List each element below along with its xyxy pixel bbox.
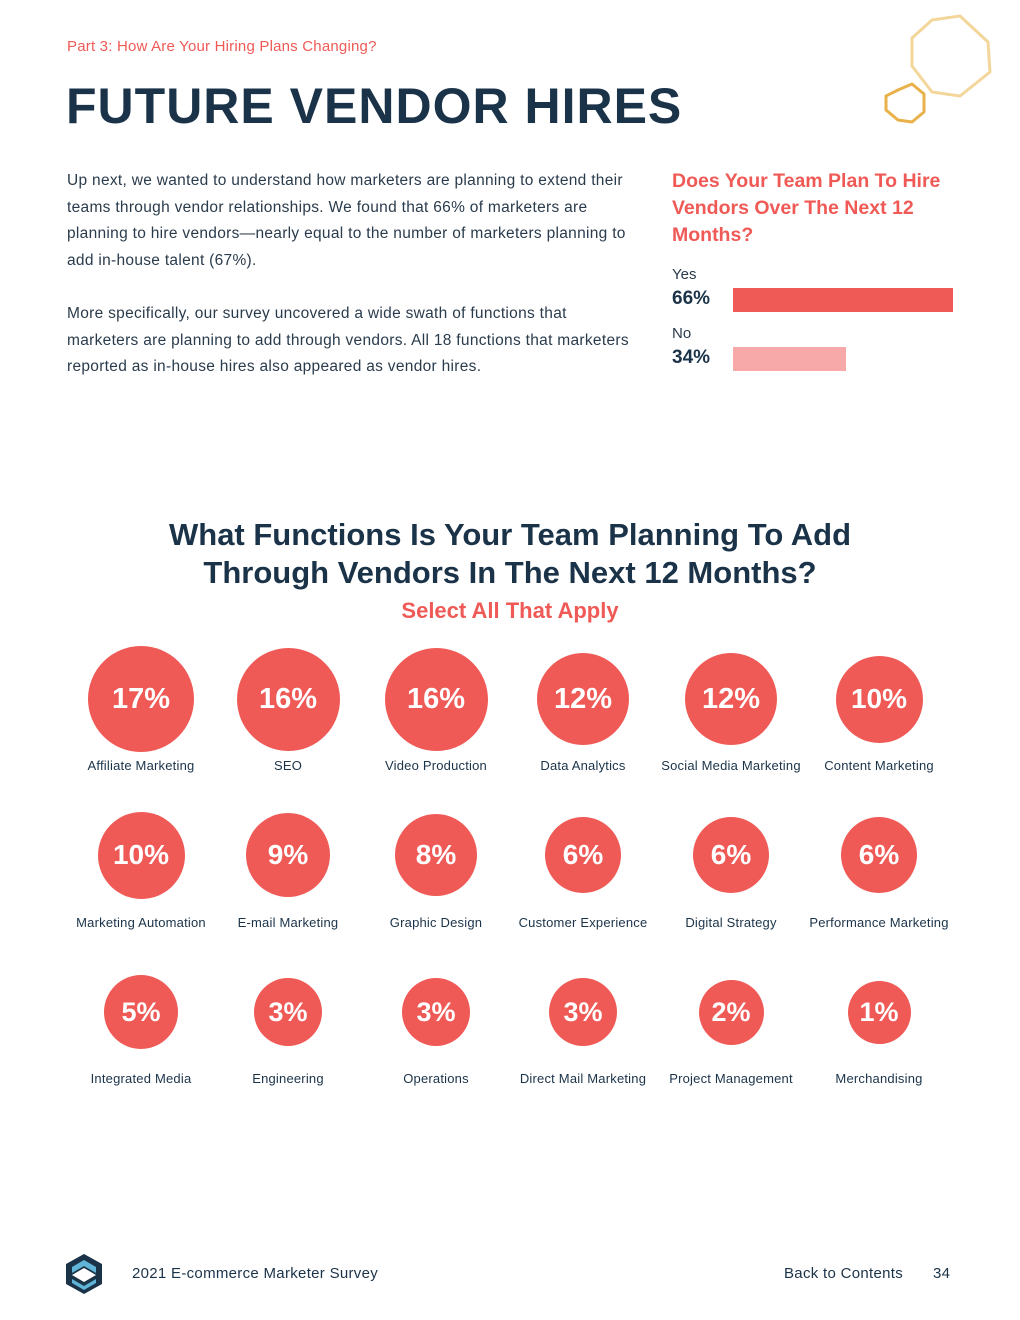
percentage-bubble: 12% xyxy=(685,653,777,745)
percentage-bubble: 3% xyxy=(402,978,470,1046)
large-hexagon-icon xyxy=(910,14,992,98)
percentage-bubble: 9% xyxy=(246,813,330,897)
bubble-container: 16% xyxy=(214,644,362,754)
function-label: SEO xyxy=(273,758,303,773)
bubble-container: 6% xyxy=(805,800,953,910)
function-label: Data Analytics xyxy=(540,758,626,773)
percentage-bubble: 1% xyxy=(847,980,911,1044)
bubble-container: 16% xyxy=(362,644,510,754)
section-eyebrow: Part 3: How Are Your Hiring Plans Changi… xyxy=(67,38,377,55)
percentage-bubble: 2% xyxy=(698,979,764,1045)
bubble-container: 17% xyxy=(67,644,215,754)
intro-paragraph-1: Up next, we wanted to understand how mar… xyxy=(67,172,626,270)
functions-chart-title: What Functions Is Your Team Planning To … xyxy=(169,517,851,590)
functions-chart-subtitle: Select All That Apply xyxy=(401,598,619,623)
hexagon-decoration-icon xyxy=(884,14,992,124)
function-label: Integrated Media xyxy=(90,1071,192,1086)
percentage-bubble: 10% xyxy=(835,655,923,743)
bar-category-label: No xyxy=(672,325,692,342)
company-logo-icon xyxy=(66,1254,102,1294)
small-hexagon-icon xyxy=(884,82,926,124)
bubble-container: 3% xyxy=(214,957,362,1067)
bar-value-label: 66% xyxy=(672,288,711,309)
bubble-container: 12% xyxy=(657,644,805,754)
back-to-contents-link[interactable]: Back to Contents xyxy=(784,1265,904,1282)
percentage-bubble: 16% xyxy=(384,647,488,751)
bar-no xyxy=(733,347,846,371)
function-label: Content Marketing xyxy=(824,758,934,773)
function-label: Affiliate Marketing xyxy=(87,758,195,773)
vendor-plan-chart-title: Does Your Team Plan To Hire Vendors Over… xyxy=(672,170,941,246)
bubble-container: 10% xyxy=(805,644,953,754)
percentage-bubble: 8% xyxy=(395,814,477,896)
percentage-bubble: 16% xyxy=(236,647,340,751)
page-number: 34 xyxy=(933,1265,951,1282)
function-label: Merchandising xyxy=(835,1071,923,1086)
bubble-container: 9% xyxy=(214,800,362,910)
function-label: Marketing Automation xyxy=(76,915,206,930)
percentage-bubble: 6% xyxy=(693,817,769,893)
bubble-container: 6% xyxy=(509,800,657,910)
bubble-container: 10% xyxy=(67,800,215,910)
intro-paragraph-2: More specifically, our survey uncovered … xyxy=(67,304,629,376)
bubble-container: 12% xyxy=(509,644,657,754)
bubble-container: 1% xyxy=(805,957,953,1067)
bubble-container: 3% xyxy=(362,957,510,1067)
function-label: Direct Mail Marketing xyxy=(519,1071,647,1086)
percentage-bubble: 17% xyxy=(88,646,194,752)
function-label: Project Management xyxy=(669,1071,793,1086)
function-label: Customer Experience xyxy=(518,915,648,930)
bubble-container: 5% xyxy=(67,957,215,1067)
percentage-bubble: 6% xyxy=(841,817,917,893)
bubble-container: 2% xyxy=(657,957,805,1067)
function-label: Social Media Marketing xyxy=(661,758,801,773)
bubble-container: 8% xyxy=(362,800,510,910)
percentage-bubble: 12% xyxy=(537,653,629,745)
function-label: E-mail Marketing xyxy=(237,915,339,930)
percentage-bubble: 10% xyxy=(97,811,185,899)
function-label: Graphic Design xyxy=(389,915,483,930)
percentage-bubble: 5% xyxy=(104,975,178,1049)
function-label: Operations xyxy=(403,1071,469,1086)
footer-report-title: 2021 E-commerce Marketer Survey xyxy=(132,1265,379,1282)
function-label: Engineering xyxy=(252,1071,324,1086)
bar-yes xyxy=(733,288,953,312)
bar-value-label: 34% xyxy=(672,347,711,368)
page-title: FUTURE VENDOR HIRES xyxy=(66,78,683,134)
bubble-container: 6% xyxy=(657,800,805,910)
bubble-container: 3% xyxy=(509,957,657,1067)
percentage-bubble: 6% xyxy=(545,817,621,893)
bar-category-label: Yes xyxy=(672,266,697,283)
percentage-bubble: 3% xyxy=(254,978,322,1046)
percentage-bubble: 3% xyxy=(549,978,617,1046)
function-label: Video Production xyxy=(385,758,487,773)
intro-text: Up next, we wanted to understand how mar… xyxy=(67,168,637,407)
function-label: Digital Strategy xyxy=(685,915,777,930)
function-label: Performance Marketing xyxy=(809,915,949,930)
